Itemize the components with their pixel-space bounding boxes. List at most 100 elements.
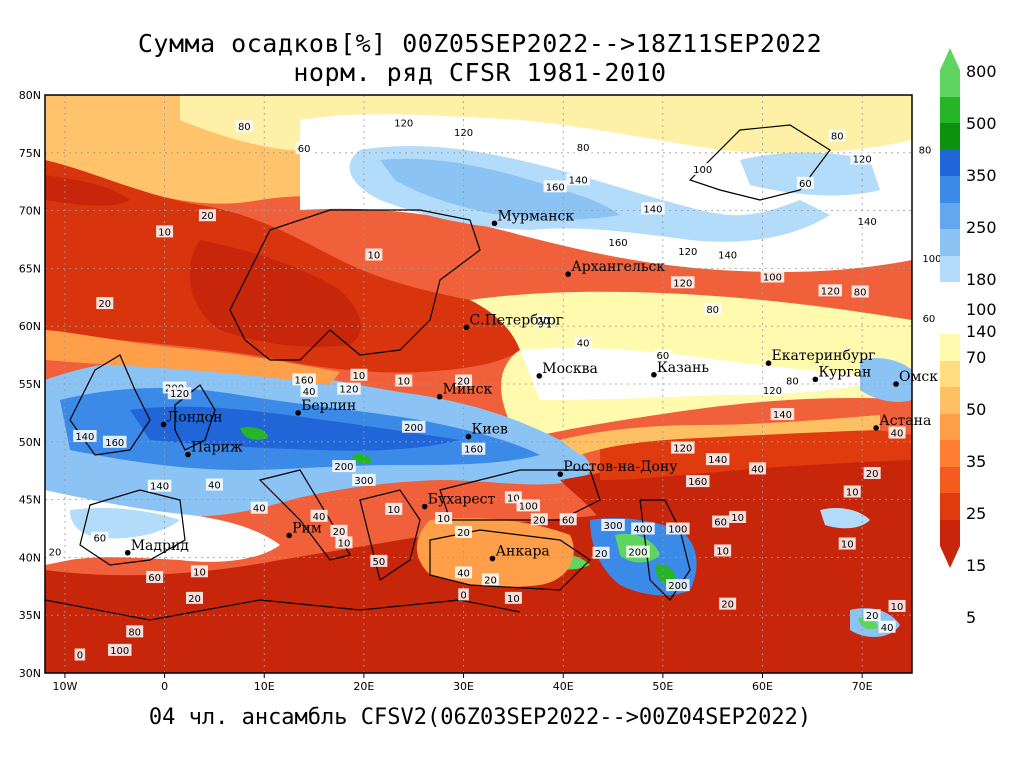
- city-marker: Мурманск: [491, 208, 574, 227]
- contour-label-text: 40: [881, 623, 894, 634]
- colorbar-segment: [940, 413, 960, 440]
- contour-label-bg: [435, 512, 453, 525]
- map-title-line1: Сумма осадков[%] 00Z05SEP2022-->18Z11SEP…: [137, 29, 823, 58]
- contour-label: 20: [719, 597, 737, 611]
- contour-label: 20: [481, 573, 499, 586]
- contour-label-text: 140: [569, 175, 588, 186]
- city-label: Бухарест: [428, 492, 496, 508]
- contour-label-bg: [712, 515, 730, 528]
- contour-label-bg: [352, 473, 376, 486]
- contour-label-text: 60: [562, 515, 575, 526]
- contour-label: 10: [350, 368, 368, 382]
- contour-label-text: 60: [799, 179, 812, 190]
- contour-label: 60: [920, 312, 938, 325]
- contour-label-text: 120: [394, 119, 413, 130]
- contour-label-text: 10: [507, 493, 520, 504]
- contour-label-text: 80: [919, 145, 932, 156]
- contour-label-bg: [198, 209, 216, 222]
- contour-label-bg: [863, 609, 881, 622]
- contour-label: 10: [395, 374, 413, 388]
- city-marker: Лондон: [160, 409, 222, 428]
- contour-label-bg: [107, 643, 132, 656]
- colorbar-segment: [940, 440, 960, 467]
- contour-label-bg: [455, 374, 473, 387]
- contour-label-text: 140: [708, 455, 727, 466]
- city-marker: Москва: [536, 361, 598, 379]
- city-dot: [557, 471, 564, 477]
- contour-label-text: 20: [866, 469, 879, 480]
- map-title-line2: норм. ряд CFSR 1981-2010: [293, 58, 667, 87]
- contour-label-text: 160: [688, 477, 707, 488]
- contour-label-text: 50: [372, 557, 385, 568]
- contour-label-bg: [749, 462, 767, 475]
- contour-label-bg: [74, 648, 86, 661]
- contour-label-text: 60: [298, 144, 311, 155]
- lon-tick-label: 10W: [52, 680, 77, 693]
- contour-label-text: 120: [853, 155, 872, 166]
- contour-label-bg: [719, 597, 737, 610]
- contour-label: 400: [631, 522, 655, 536]
- contour-label: 20: [455, 525, 473, 539]
- contour-label-text: 60: [923, 314, 936, 325]
- contour-label: 100: [760, 270, 785, 283]
- contour-label-bg: [385, 502, 403, 515]
- contour-label: 60: [295, 142, 313, 155]
- contour-label: 10: [385, 502, 403, 516]
- colorbar-segment: [940, 493, 960, 520]
- contour-label-text: 60: [148, 573, 161, 584]
- city-marker: Архангельск: [565, 259, 665, 277]
- contour-label-text: 40: [303, 387, 316, 398]
- contour-label: 40: [310, 509, 328, 523]
- city-label: Рим: [292, 520, 322, 536]
- contour-label: 300: [601, 519, 625, 532]
- city-label: Берлин: [301, 398, 356, 414]
- colorbar-label: 100: [966, 300, 997, 319]
- city-markers: Мурманск Архангельск С.Петербург Москва Каза…: [124, 208, 938, 562]
- lat-tick-label: 40N: [19, 551, 41, 564]
- contour-label-text: 40: [313, 512, 326, 523]
- contour-label: 10: [729, 510, 747, 524]
- contour-label: 120: [671, 441, 695, 455]
- contour-label-bg: [332, 460, 356, 473]
- contour-label-bg: [91, 531, 109, 544]
- lat-tick-label: 70N: [19, 205, 41, 218]
- contour-label: 40: [205, 478, 223, 492]
- contour-label-text: 10: [353, 371, 366, 382]
- colorbar-label: 800: [966, 62, 997, 81]
- contour-label: 80: [783, 374, 801, 388]
- lon-tick-label: 20E: [353, 680, 374, 693]
- colorbar-segment: [940, 360, 960, 387]
- contour-label-bg: [851, 285, 869, 298]
- contour-label-text: 40: [577, 338, 590, 349]
- contour-label-text: 120: [673, 444, 692, 455]
- contour-label-text: 120: [678, 247, 697, 258]
- city-marker: Курган: [812, 364, 871, 383]
- contour-label-text: 20: [866, 611, 879, 622]
- contour-label-text: 40: [891, 429, 904, 440]
- colorbar-label: 70: [966, 348, 987, 367]
- city-dot: [160, 421, 167, 428]
- contour-label-text: 100: [519, 501, 538, 512]
- contour-label-bg: [147, 479, 172, 492]
- contour-label-text: 140: [150, 482, 169, 493]
- contour-label: 40: [878, 620, 896, 634]
- contour-label: 20: [96, 297, 114, 310]
- contour-label: 60: [146, 571, 164, 584]
- contour-label-bg: [235, 120, 253, 133]
- contour-label-bg: [330, 524, 348, 537]
- contour-label-bg: [190, 565, 208, 578]
- city-label: Ростов-на-Дону: [563, 459, 678, 475]
- lat-tick-label: 45N: [19, 494, 41, 507]
- contour-label: 10: [365, 248, 383, 262]
- contour-label: 120: [850, 152, 874, 166]
- contour-label-text: 120: [454, 128, 473, 139]
- contour-label-bg: [626, 545, 650, 558]
- contour-label: 200: [626, 545, 650, 559]
- contour-label-bg: [666, 579, 690, 592]
- contour-label: 20: [46, 545, 64, 559]
- contour-label-text: 20: [595, 549, 608, 560]
- contour-label: 120: [167, 387, 192, 400]
- contour-label-bg: [504, 591, 522, 604]
- contour-label: 20: [185, 591, 203, 605]
- city-dot: [565, 271, 571, 277]
